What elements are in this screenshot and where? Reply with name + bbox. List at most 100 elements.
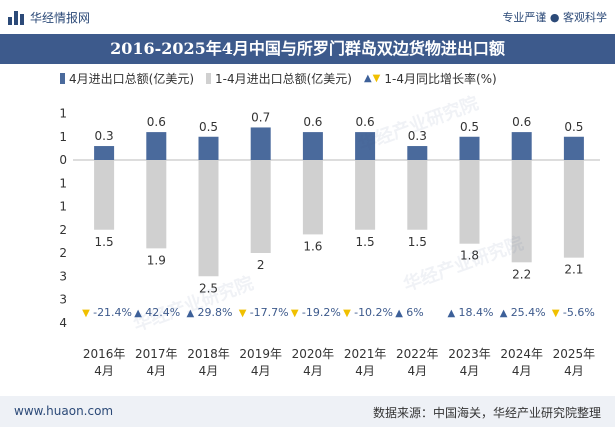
bar-monthly (563, 136, 584, 160)
up-triangle-icon: ▲ (448, 308, 456, 319)
logo-text: 华经情报网 (30, 11, 91, 25)
x-tick-label: 4月 (199, 364, 219, 378)
bar-cumulative (250, 160, 271, 253)
data-label-cumulative: 2.1 (564, 263, 583, 277)
down-triangle-icon: ▼ (82, 308, 90, 319)
legend-label-growth: 1-4月同比增长率(%) (384, 72, 497, 86)
bar-monthly (407, 146, 428, 160)
bar-cumulative (94, 160, 115, 230)
y-tick-label: 3 (59, 269, 67, 283)
legend-swatch-monthly (60, 73, 65, 84)
data-label-cumulative: 1.8 (460, 249, 479, 263)
bar-monthly (94, 146, 115, 160)
legend-item-cumulative: 1-4月进出口总额(亿美元) (206, 70, 352, 87)
growth-rate-label: -10.2% (354, 306, 393, 319)
data-label-monthly: 0.3 (95, 129, 114, 143)
bar-cumulative (563, 160, 584, 258)
data-label-monthly: 0.6 (303, 115, 322, 129)
x-tick-label: 4月 (146, 364, 166, 378)
data-label-monthly: 0.6 (147, 115, 166, 129)
data-label-cumulative: 1.6 (303, 239, 322, 253)
x-tick-label: 2023年 (448, 347, 491, 361)
logo[interactable]: 华经情报网 (8, 9, 90, 26)
bar-monthly (250, 127, 271, 160)
footer: www.huaon.com 数据来源：中国海关，华经产业研究院整理 (0, 396, 615, 427)
growth-rate-label: 25.4% (511, 306, 546, 319)
legend-item-monthly: 4月进出口总额(亿美元) (60, 70, 194, 87)
data-label-monthly: 0.5 (460, 120, 479, 134)
y-tick-label: 1 (59, 107, 67, 121)
y-tick-label: 1 (59, 200, 67, 214)
bar-cumulative (302, 160, 323, 235)
y-tick-label: 0 (59, 153, 67, 167)
data-label-cumulative: 1.9 (147, 253, 166, 267)
up-triangle-icon: ▲ (395, 308, 403, 319)
y-tick-label: 1 (59, 130, 67, 144)
x-tick-label: 2016年 (83, 347, 126, 361)
x-tick-label: 2025年 (553, 347, 596, 361)
x-tick-label: 4月 (460, 364, 480, 378)
x-tick-label: 4月 (94, 364, 114, 378)
data-label-cumulative: 2.5 (199, 281, 218, 295)
y-tick-label: 3 (59, 293, 67, 307)
up-triangle-icon: ▲ (187, 308, 195, 319)
data-label-monthly: 0.3 (408, 129, 427, 143)
growth-rate-label: 29.8% (198, 306, 233, 319)
legend-swatch-cumulative (206, 73, 211, 84)
legend: 4月进出口总额(亿美元) 1-4月进出口总额(亿美元) ▲ ▼ 1-4月同比增长… (60, 70, 509, 87)
x-tick-label: 2020年 (292, 347, 335, 361)
growth-rate-label: -5.6% (563, 306, 595, 319)
website-link[interactable]: www.huaon.com (14, 404, 114, 418)
down-triangle-icon: ▼ (552, 308, 560, 319)
bar-monthly (511, 132, 532, 160)
x-tick-label: 4月 (303, 364, 323, 378)
bar-monthly (459, 136, 480, 160)
x-tick-label: 4月 (564, 364, 584, 378)
down-triangle-icon: ▼ (343, 308, 351, 319)
bar-cumulative (198, 160, 219, 277)
up-triangle-icon: ▲ (134, 308, 142, 319)
data-label-cumulative: 1.5 (408, 235, 427, 249)
chart-title: 2016-2025年4月中国与所罗门群岛双边货物进出口额 (0, 34, 615, 64)
y-tick-label: 2 (59, 223, 67, 237)
bar-cumulative (146, 160, 167, 249)
top-bar: 华经情报网 专业严谨 ● 客观科学 (0, 0, 615, 34)
growth-rate-label: 18.4% (459, 306, 494, 319)
x-tick-label: 4月 (355, 364, 375, 378)
growth-rate-label: 6% (406, 306, 423, 319)
legend-label-monthly: 4月进出口总额(亿美元) (69, 72, 194, 86)
x-tick-label: 2019年 (239, 347, 282, 361)
data-source: 数据来源：中国海关，华经产业研究院整理 (372, 406, 601, 420)
bar-cumulative (355, 160, 376, 230)
x-tick-label: 2017年 (135, 347, 178, 361)
bar-monthly (198, 136, 219, 160)
slogan: 专业严谨 ● 客观科学 (502, 11, 607, 24)
data-label-cumulative: 2 (257, 258, 265, 272)
x-tick-label: 2018年 (187, 347, 230, 361)
x-tick-label: 4月 (251, 364, 271, 378)
x-tick-label: 2021年 (344, 347, 387, 361)
logo-icon (8, 10, 24, 25)
data-label-monthly: 0.5 (564, 120, 583, 134)
data-label-monthly: 0.6 (356, 115, 375, 129)
data-label-monthly: 0.7 (251, 110, 270, 124)
data-label-monthly: 0.6 (512, 115, 531, 129)
growth-rate-label: -19.2% (302, 306, 341, 319)
y-tick-label: 2 (59, 246, 67, 260)
data-label-cumulative: 2.2 (512, 267, 531, 281)
legend-item-growth: ▲ ▼ 1-4月同比增长率(%) (364, 70, 497, 87)
growth-rate-label: 42.4% (145, 306, 180, 319)
down-triangle-icon: ▼ (239, 308, 247, 319)
legend-label-cumulative: 1-4月进出口总额(亿美元) (215, 72, 352, 86)
bar-cumulative (511, 160, 532, 263)
growth-rate-label: -17.7% (250, 306, 289, 319)
y-tick-label: 4 (59, 316, 67, 330)
x-tick-label: 4月 (512, 364, 532, 378)
up-triangle-icon: ▲ (363, 73, 372, 84)
down-triangle-icon: ▼ (291, 308, 299, 319)
up-triangle-icon: ▲ (500, 308, 508, 319)
bar-cumulative (459, 160, 480, 244)
data-label-cumulative: 1.5 (95, 235, 114, 249)
y-tick-label: 1 (59, 176, 67, 190)
data-label-monthly: 0.5 (199, 120, 218, 134)
